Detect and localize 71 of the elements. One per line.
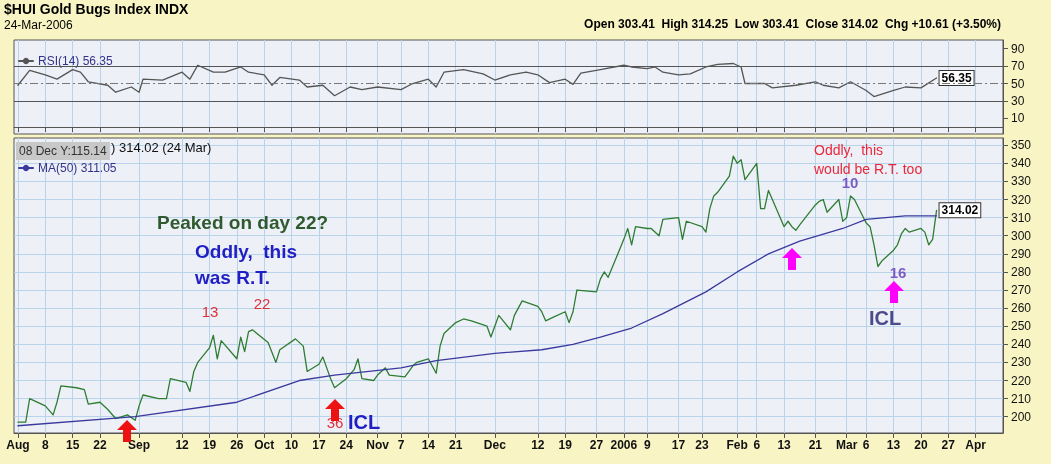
x-tick-label: 26 — [230, 438, 244, 452]
y-tick-label: 50 — [1011, 76, 1025, 91]
x-tick-label: 22 — [93, 438, 107, 452]
annotation: Peaked on day 22? — [157, 212, 329, 233]
data-label: 56.35 — [941, 70, 972, 85]
y-tick-label: 230 — [1011, 355, 1032, 370]
annotation: ICL — [868, 307, 902, 329]
y-tick-label: 320 — [1011, 192, 1032, 207]
annotation: Oddly, this was R.T. — [194, 240, 298, 288]
annotation: ) 314.02 (24 Mar) — [111, 140, 212, 155]
x-tick-label: 20 — [914, 438, 928, 452]
annotation: 08 Dec Y:115.14 — [19, 144, 107, 158]
x-tick-label: 8 — [41, 438, 49, 452]
x-tick-label: 27 — [941, 438, 956, 452]
y-tick-label: 300 — [1011, 228, 1032, 243]
annotation: ICL — [347, 411, 381, 433]
x-tick-label: 12 — [175, 438, 190, 452]
y-tick-label: 30 — [1011, 93, 1025, 108]
x-tick-label: Sep — [128, 438, 151, 452]
annotation: 16 — [889, 263, 907, 281]
y-tick-label: 310 — [1011, 210, 1032, 225]
y-tick-label: 290 — [1011, 246, 1032, 261]
x-tick-label: 10 — [284, 438, 299, 452]
x-tick-label: 19 — [558, 438, 573, 452]
x-tick-label: 24 — [339, 438, 354, 452]
x-tick-label: Oct — [254, 438, 275, 452]
y-tick-label: 270 — [1011, 283, 1032, 298]
y-tick-label: 330 — [1011, 174, 1032, 189]
y-tick-label: 210 — [1011, 391, 1032, 406]
data-label: 314.02 — [941, 203, 979, 218]
x-tick-label: 19 — [202, 438, 217, 452]
y-tick-label: 10 — [1011, 111, 1025, 126]
x-tick-label: 21 — [449, 438, 463, 452]
x-tick-label: Apr — [965, 438, 987, 452]
y-tick-label: 220 — [1011, 373, 1032, 388]
x-tick-label: 15 — [65, 438, 80, 452]
y-tick-label: 280 — [1011, 264, 1032, 279]
x-tick-label: Dec — [483, 438, 507, 452]
x-tick-label: 21 — [808, 438, 823, 452]
x-tick-label: 7 — [397, 438, 405, 452]
chart-title: $HUI Gold Bugs Index INDX — [4, 1, 190, 17]
annotation: 13 — [201, 302, 219, 320]
x-tick-label: 23 — [695, 438, 709, 452]
x-tick-label: 9 — [643, 438, 651, 452]
x-tick-label: 17 — [312, 438, 326, 452]
x-tick-label: Aug — [6, 438, 30, 452]
x-tick-label: 6 — [753, 438, 761, 452]
x-tick-label: 2006 — [610, 438, 638, 452]
x-tick-label: 27 — [589, 438, 604, 452]
y-tick-label: 70 — [1011, 59, 1025, 74]
x-tick-label: Feb — [726, 438, 748, 452]
y-tick-label: 350 — [1011, 138, 1032, 153]
y-tick-label: 200 — [1011, 409, 1032, 424]
x-tick-label: Nov — [366, 438, 390, 452]
y-tick-label: 260 — [1011, 301, 1032, 316]
x-tick-label: 13 — [886, 438, 901, 452]
x-tick-label: 12 — [531, 438, 545, 452]
legend-label: MA(50) 311.05 — [38, 161, 117, 175]
y-tick-label: 250 — [1011, 319, 1032, 334]
y-tick-label: 340 — [1011, 156, 1032, 171]
legend-label: RSI(14) 56.35 — [38, 54, 114, 68]
chart-subtitle: 24-Mar-2006 — [4, 18, 74, 32]
x-tick-label: Mar — [835, 438, 858, 452]
x-tick-label: 13 — [777, 438, 792, 452]
text: Open 303.41 High 314.25 Low 303.41 Close 314.02 Chg +10.61 (+3.50%) — [584, 17, 1002, 31]
x-tick-label: 6 — [862, 438, 870, 452]
y-tick-label: 90 — [1011, 41, 1025, 56]
x-tick-label: 17 — [671, 438, 686, 452]
x-tick-label: 14 — [421, 438, 436, 452]
annotation: 22 — [253, 294, 271, 312]
y-tick-label: 240 — [1011, 337, 1032, 352]
